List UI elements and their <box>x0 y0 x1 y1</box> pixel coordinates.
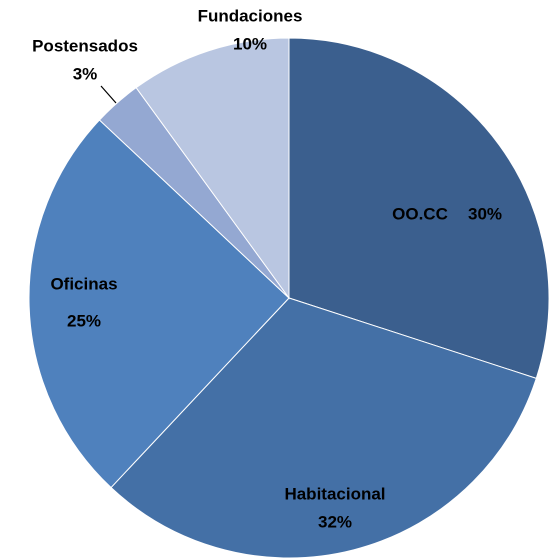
slice-label: Oficinas <box>50 274 117 293</box>
slice-value-label: 3% <box>73 64 98 83</box>
slice-value-label: 25% <box>67 311 101 330</box>
slice-value-label: 32% <box>318 512 352 531</box>
slice-label: OO.CC <box>392 204 448 223</box>
pie-slice <box>28 119 290 489</box>
pie-slice <box>288 37 550 379</box>
slice-label: Habitacional <box>284 484 385 503</box>
slice-value-label: 10% <box>233 34 267 53</box>
slice-label: Postensados <box>32 36 138 55</box>
leader-line <box>100 85 117 104</box>
pie-slice <box>110 297 537 558</box>
slice-value-label: 30% <box>468 204 502 223</box>
pie-slice <box>135 37 290 300</box>
slice-label: Fundaciones <box>198 6 303 25</box>
